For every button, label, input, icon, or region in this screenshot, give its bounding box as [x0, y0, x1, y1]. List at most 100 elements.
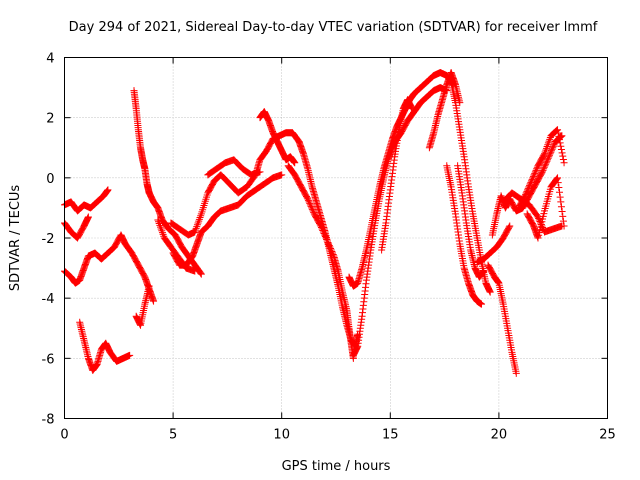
series-track-17: [378, 96, 416, 254]
data-point: [192, 224, 200, 232]
y-tick-label: 4: [46, 52, 54, 67]
data-point: [542, 144, 550, 152]
x-tick-label: 0: [60, 428, 68, 443]
series-track-16: [349, 84, 451, 359]
data-point: [556, 193, 564, 201]
y-tick-label: 0: [46, 172, 54, 187]
data-point: [317, 222, 325, 230]
data-point: [559, 152, 567, 160]
data-point: [553, 175, 561, 183]
data-point: [191, 226, 199, 234]
data-point: [544, 154, 552, 162]
data-point: [309, 207, 317, 215]
data-point: [542, 146, 550, 154]
data-point: [158, 227, 166, 235]
data-point: [559, 212, 567, 220]
data-point: [542, 160, 550, 168]
data-point: [145, 282, 153, 290]
chart-title: Day 294 of 2021, Sidereal Day-to-day VTE…: [69, 20, 598, 35]
x-tick-label: 25: [599, 428, 616, 443]
data-point: [555, 183, 563, 191]
data-point: [324, 239, 332, 247]
data-point: [532, 166, 540, 174]
data-point: [548, 145, 556, 153]
data-point: [543, 157, 551, 165]
x-tick-label: 15: [382, 428, 399, 443]
data-point: [542, 159, 550, 167]
data-point: [554, 179, 562, 187]
series-track-26: [514, 126, 568, 212]
data-point: [554, 174, 562, 182]
data-point: [321, 232, 329, 240]
series-track-5: [130, 87, 153, 197]
data-point: [196, 214, 204, 222]
series-track-12: [256, 108, 299, 167]
data-point: [304, 195, 312, 203]
data-point: [527, 177, 535, 185]
data-point: [191, 267, 199, 275]
series-track-3: [61, 231, 158, 305]
data-point: [554, 126, 562, 134]
series-track-24: [488, 132, 566, 239]
data-point: [557, 203, 565, 211]
data-point: [558, 149, 566, 157]
series-track-11: [204, 156, 264, 179]
data-point: [305, 198, 313, 206]
data-point: [294, 136, 302, 144]
x-tick-label: 10: [273, 428, 290, 443]
data-point: [155, 220, 163, 228]
data-point: [558, 208, 566, 216]
data-point: [307, 202, 315, 210]
data-point: [527, 178, 535, 186]
data-point: [538, 168, 546, 176]
data-point: [557, 198, 565, 206]
series-track-2: [61, 213, 92, 242]
x-axis-label: GPS time / hours: [282, 459, 391, 474]
data-point: [530, 171, 538, 179]
y-tick-label: -4: [42, 292, 55, 307]
data-point: [560, 159, 568, 167]
data-point: [535, 214, 543, 222]
data-point: [529, 172, 537, 180]
data-point: [197, 270, 205, 278]
y-tick-label: -2: [42, 232, 55, 247]
data-point: [319, 226, 327, 234]
axis-ticks: 0 5 10 15 20 25 -8 -6 -4 -2 0 2 4: [42, 52, 616, 443]
series-track-23: [484, 261, 520, 377]
data-point: [533, 165, 541, 173]
data-point: [193, 221, 201, 229]
data-point: [278, 171, 286, 179]
data-point: [555, 132, 563, 140]
data-point: [557, 146, 565, 154]
data-point: [197, 269, 205, 277]
y-tick-label: 2: [46, 112, 54, 127]
data-point: [546, 135, 554, 143]
data-point: [544, 141, 552, 149]
data-markers: [61, 69, 568, 377]
data-point: [531, 168, 539, 176]
series-track-18: [425, 69, 464, 152]
data-point: [187, 254, 195, 262]
series-track-21: [454, 162, 488, 281]
data-point: [478, 300, 486, 308]
data-point: [193, 223, 201, 231]
data-point: [547, 147, 555, 155]
data-point: [525, 183, 533, 191]
data-point: [126, 351, 134, 359]
series-track-7: [132, 282, 153, 329]
data-point: [150, 297, 158, 305]
data-point: [512, 369, 520, 377]
y-axis-label: SDTVAR / TECUs: [8, 185, 23, 292]
data-point: [320, 229, 328, 237]
data-point: [319, 228, 327, 236]
data-point: [555, 188, 563, 196]
data-point: [480, 267, 488, 275]
data-point: [541, 150, 549, 158]
data-point: [197, 212, 205, 220]
data-point: [323, 236, 331, 244]
series-track-20: [443, 162, 486, 308]
grid-lines: [64, 57, 608, 419]
data-point: [522, 189, 530, 197]
data-point: [521, 192, 529, 200]
data-point: [505, 223, 513, 231]
